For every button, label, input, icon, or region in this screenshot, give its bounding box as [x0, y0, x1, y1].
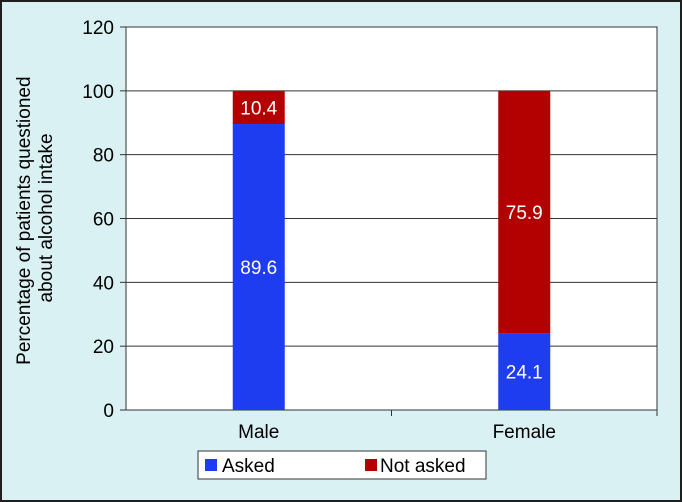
y-axis-ticks: 0 20 40 60 80 100 120: [82, 18, 126, 422]
legend-box: [197, 450, 487, 480]
data-label: 75.9: [506, 203, 543, 224]
legend-label-asked: Asked: [222, 456, 275, 477]
legend-swatch-not-asked: [365, 459, 377, 471]
legend: Asked Not asked: [197, 450, 487, 480]
legend-label-not-asked: Not asked: [380, 456, 466, 477]
gridlines: [126, 90, 657, 347]
y-tick-label: 100: [82, 82, 114, 103]
y-tick-label: 0: [103, 401, 114, 422]
y-axis-label-line-2: about alcohol intake: [36, 133, 57, 302]
y-tick-label: 80: [93, 146, 114, 167]
x-axis-labels: Male Female: [238, 410, 658, 443]
bar-segment: [498, 90, 551, 334]
bar-segment: [232, 124, 285, 410]
y-tick-label: 20: [93, 337, 114, 358]
bars: 89.6 10.4 24.1 75.9: [232, 90, 551, 410]
bar-segment: [232, 90, 285, 125]
data-label: 10.4: [240, 98, 277, 119]
y-axis-label-line-1: Percentage of patients questioned: [14, 76, 35, 364]
x-tick-label: Male: [238, 422, 279, 443]
x-tick-label: Female: [493, 422, 556, 443]
y-tick-label: 60: [93, 210, 114, 231]
y-tick-label: 40: [93, 273, 114, 294]
bar-segment: [498, 333, 551, 410]
legend-swatch-asked: [205, 459, 217, 471]
y-tick-label: 120: [82, 18, 114, 39]
data-label: 24.1: [506, 363, 543, 384]
data-label: 89.6: [240, 258, 277, 279]
y-axis-label: Percentage of patients questioned about …: [14, 71, 57, 365]
